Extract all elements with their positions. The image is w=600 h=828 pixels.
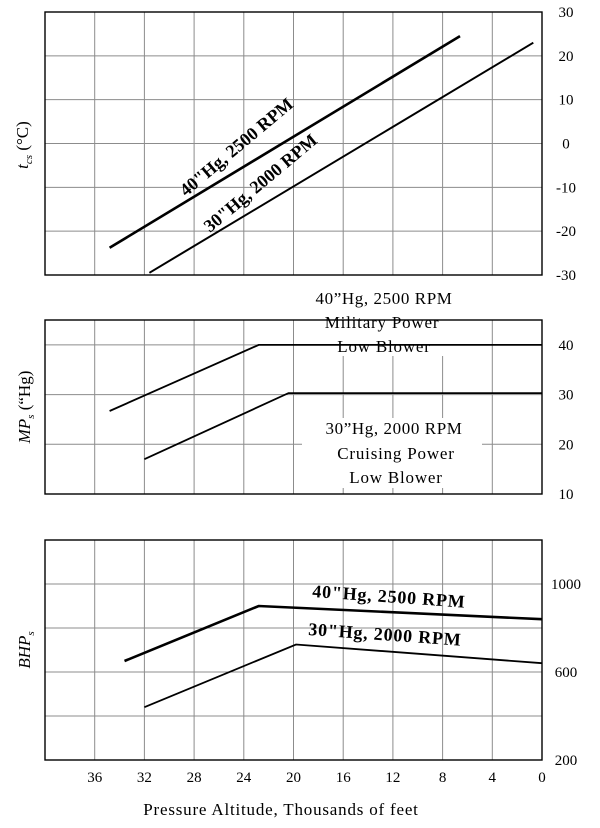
panel1-ytick-label: 30 (559, 5, 574, 21)
panel2-annotation2-bg (302, 418, 482, 488)
panel3-ytick-labels: 1000 600 200 (551, 577, 581, 769)
panel2-ytick-label: 40 (559, 338, 574, 354)
xtick-label: 36 (87, 770, 103, 786)
panel3-ytick-label: 600 (555, 665, 578, 681)
xtick-label: 0 (538, 770, 546, 786)
xtick-label: 24 (236, 770, 252, 786)
xtick-label: 8 (439, 770, 447, 786)
panel3-ylabel: BHPs (15, 631, 37, 668)
panel2-title-bg (292, 286, 478, 310)
panel3-gridlines (45, 540, 542, 760)
panel3-series-line-1 (124, 604, 543, 663)
panel1-series-line-2 (148, 41, 534, 274)
xtick-label: 28 (187, 770, 202, 786)
xtick-label: 16 (336, 770, 352, 786)
panel3-ytick-label: 1000 (551, 577, 581, 593)
panel2-ylabel: MPs (“Hg) (15, 371, 37, 445)
panel3-frame (44, 539, 543, 761)
panel2-annotation2-line1: 30”Hg, 2000 RPM (326, 419, 463, 438)
panel1-ytick-label: -10 (556, 180, 576, 196)
panel2-annotation2-line2: Cruising Power (337, 444, 454, 463)
panel3-series-line-2 (144, 643, 543, 709)
xtick-label: 4 (489, 770, 497, 786)
panel1-ytick-labels: 30 20 10 0 -10 -20 -30 (556, 5, 576, 284)
panel2-ytick-label: 30 (559, 388, 574, 404)
xtick-label: 20 (286, 770, 301, 786)
panel3-series (124, 604, 543, 709)
panel2-ytick-label: 10 (559, 487, 574, 503)
panel2-annotation1-line1: 40”Hg, 2500 RPM (316, 289, 453, 308)
panel2-annotation2-line3: Low Blower (349, 468, 442, 487)
panel1-ytick-label: 10 (559, 93, 574, 109)
x-axis-title: Pressure Altitude, Thousands of feet (143, 800, 418, 819)
panel1-ytick-label: -20 (556, 224, 576, 240)
panel2-series-line-1 (109, 343, 542, 412)
xtick-label: 32 (137, 770, 152, 786)
panel1-ytick-label: -30 (556, 268, 576, 284)
panel1-frame (44, 11, 543, 276)
panel2-annotation1-line3: Low Blower (337, 337, 430, 356)
panel3-ytick-label: 200 (555, 753, 578, 769)
panel2-series-line-2 (144, 392, 542, 461)
xtick-label: 12 (385, 770, 400, 786)
panel3-series2-label: 30"Hg, 2000 RPM (308, 619, 463, 650)
panel2-ytick-labels: 40 30 20 10 (559, 338, 574, 503)
panel2-frame (44, 319, 543, 495)
panel2-series (109, 343, 542, 461)
panel1-ytick-label: 0 (562, 137, 570, 153)
panel1-series (108, 34, 534, 274)
panel1-ytick-label: 20 (559, 49, 574, 65)
panel1-ylabel: tcs (°C) (13, 121, 35, 169)
panel2-annotation1-line2: Military Power (325, 313, 440, 332)
panel1-series-line-1 (108, 34, 461, 249)
panel3-xtick-labels: 36 32 28 24 20 16 12 8 4 0 (87, 770, 546, 786)
panel2-ytick-label: 20 (559, 437, 574, 453)
